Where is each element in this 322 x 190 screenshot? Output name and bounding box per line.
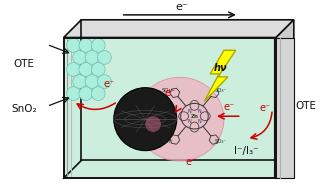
Circle shape [114,88,177,151]
Text: e⁻: e⁻ [175,2,188,12]
Circle shape [67,63,80,76]
Circle shape [85,75,99,88]
Text: OTE: OTE [295,101,316,111]
Text: N: N [188,119,192,124]
Text: SnO₂: SnO₂ [12,104,37,114]
Text: e⁻: e⁻ [223,102,234,112]
Text: N: N [188,109,192,114]
Polygon shape [276,20,294,178]
Circle shape [91,39,105,52]
Bar [274,37,294,178]
Polygon shape [204,50,236,101]
Circle shape [145,116,161,132]
Text: SO₃⁻: SO₃⁻ [215,139,227,144]
Text: SO₃⁻: SO₃⁻ [162,88,174,93]
Text: hν: hν [213,63,227,73]
Circle shape [91,63,105,76]
Text: e⁻: e⁻ [103,79,114,89]
Circle shape [79,63,93,76]
Circle shape [67,87,80,101]
Circle shape [98,75,111,88]
Text: OTE: OTE [14,59,35,69]
Text: SO₃⁻: SO₃⁻ [215,88,227,93]
Circle shape [67,39,80,52]
Polygon shape [64,20,294,37]
Bar [64,37,276,178]
Text: SO₃⁻: SO₃⁻ [162,139,174,144]
Bar [64,37,276,178]
Circle shape [85,51,99,64]
Text: e⁻: e⁻ [186,158,197,167]
Circle shape [98,51,111,64]
Text: e⁻: e⁻ [260,103,271,113]
Text: N: N [197,119,201,124]
Text: Zn: Zn [191,114,198,119]
Circle shape [79,39,93,52]
Text: N: N [197,109,201,114]
Text: I⁻/I₃⁻: I⁻/I₃⁻ [234,146,259,156]
Text: e⁻: e⁻ [164,88,175,98]
Circle shape [73,51,87,64]
Ellipse shape [136,77,224,161]
Circle shape [73,75,87,88]
Circle shape [79,87,93,101]
Circle shape [91,87,105,101]
Bar [64,37,276,178]
